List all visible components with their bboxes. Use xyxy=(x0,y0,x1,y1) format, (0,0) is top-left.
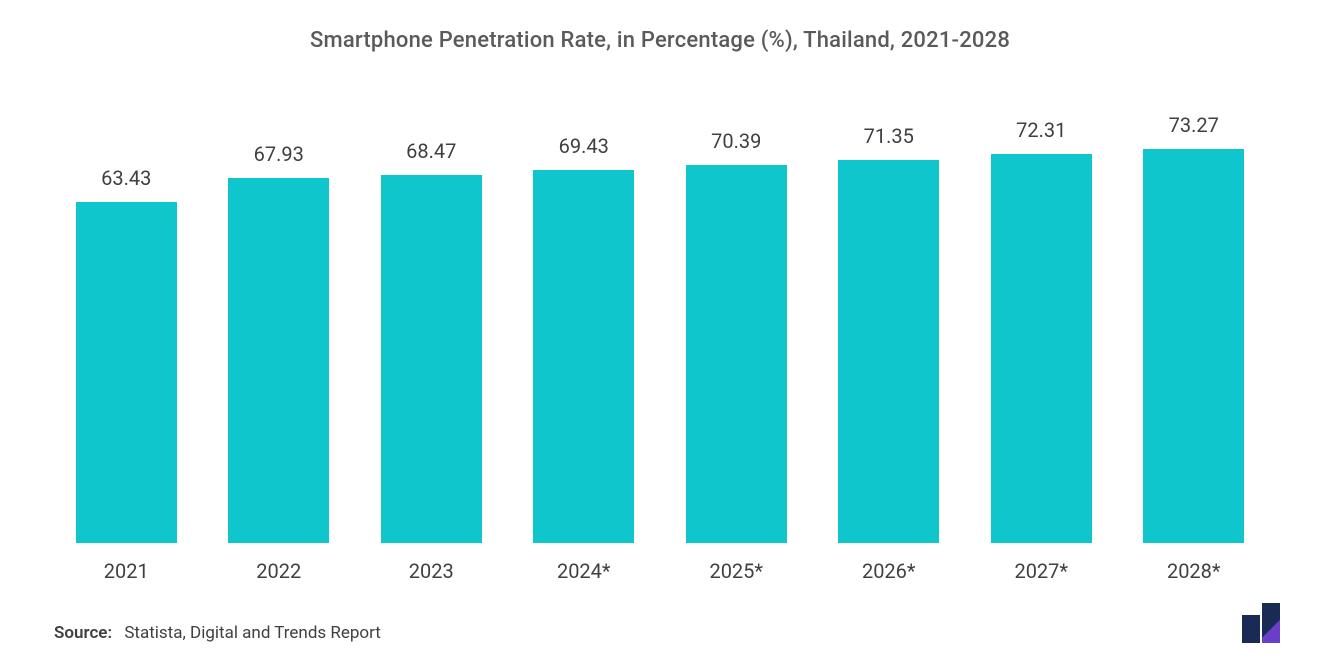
x-tick-label: 2024* xyxy=(508,559,661,583)
chart-title: Smartphone Penetration Rate, in Percenta… xyxy=(40,28,1280,53)
logo-bar-tall xyxy=(1262,603,1280,643)
bar-value-label: 67.93 xyxy=(254,142,304,166)
x-tick-label: 2027* xyxy=(965,559,1118,583)
bar-value-label: 69.43 xyxy=(559,134,609,158)
bar-value-label: 68.47 xyxy=(406,139,456,163)
chart-container: Smartphone Penetration Rate, in Percenta… xyxy=(0,0,1320,665)
bar-value-label: 63.43 xyxy=(101,166,151,190)
x-tick-label: 2028* xyxy=(1118,559,1271,583)
logo-bar-short xyxy=(1242,615,1260,643)
bar-value-label: 70.39 xyxy=(711,129,761,153)
bar-slot: 70.39 xyxy=(660,113,813,543)
bar xyxy=(381,175,482,543)
bar-value-label: 72.31 xyxy=(1016,118,1066,142)
x-tick-label: 2022 xyxy=(203,559,356,583)
x-tick-label: 2021 xyxy=(50,559,203,583)
bar xyxy=(991,154,1092,543)
x-tick-label: 2023 xyxy=(355,559,508,583)
plot-area: 63.43 67.93 68.47 69.43 70.39 71.35 72.31 73.27 xyxy=(50,113,1270,543)
bar-slot: 73.27 xyxy=(1118,113,1271,543)
brand-logo-icon xyxy=(1242,603,1280,643)
bar-slot: 68.47 xyxy=(355,113,508,543)
bar-value-label: 71.35 xyxy=(864,124,914,148)
x-tick-label: 2025* xyxy=(660,559,813,583)
bar-value-label: 73.27 xyxy=(1169,113,1219,137)
bar xyxy=(228,178,329,543)
bar-slot: 67.93 xyxy=(203,113,356,543)
x-axis: 2021202220232024*2025*2026*2027*2028* xyxy=(50,559,1270,583)
source-label: Source: xyxy=(54,623,112,643)
bar xyxy=(1143,149,1244,543)
bar-slot: 71.35 xyxy=(813,113,966,543)
source-text: Statista, Digital and Trends Report xyxy=(124,623,381,643)
bar-slot: 69.43 xyxy=(508,113,661,543)
bar xyxy=(686,165,787,543)
source-attribution: Source: Statista, Digital and Trends Rep… xyxy=(54,623,381,643)
x-tick-label: 2026* xyxy=(813,559,966,583)
bar-slot: 72.31 xyxy=(965,113,1118,543)
bar-slot: 63.43 xyxy=(50,113,203,543)
bar xyxy=(76,202,177,543)
chart-footer: Source: Statista, Digital and Trends Rep… xyxy=(54,603,1280,643)
bars-group: 63.43 67.93 68.47 69.43 70.39 71.35 72.31 73.27 xyxy=(50,113,1270,543)
bar xyxy=(838,160,939,544)
bar xyxy=(533,170,634,543)
